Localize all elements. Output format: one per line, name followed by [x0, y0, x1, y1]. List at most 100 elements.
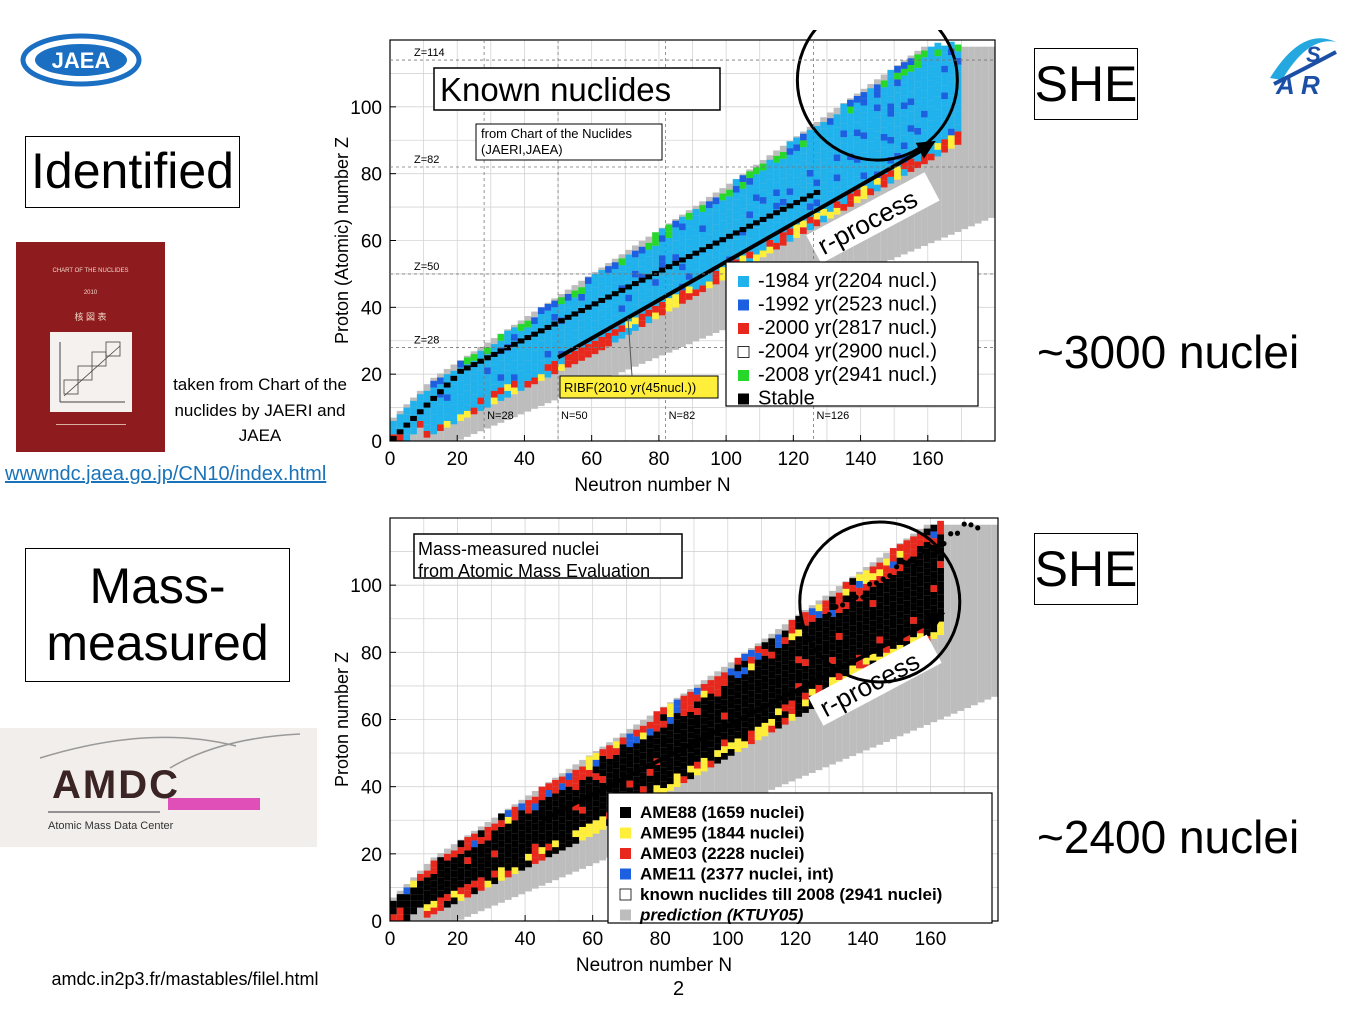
nuclide-cell — [930, 524, 938, 532]
nuclide-cell — [524, 367, 532, 375]
nuclide-cell — [714, 716, 722, 724]
nuclide-cell — [775, 634, 782, 642]
y-tick-label: 60 — [361, 711, 382, 732]
nuclide-cell — [531, 796, 539, 804]
nuclide-cell — [464, 863, 472, 871]
nuclide-cell — [491, 863, 499, 871]
nuclide-cell — [880, 120, 888, 128]
nuclide-cell — [889, 574, 897, 582]
nuclide-cell — [665, 224, 673, 232]
nuclide-cell — [699, 225, 706, 232]
nuclide-cell — [585, 810, 593, 817]
nuclide-cell — [867, 135, 874, 142]
nuclide-cell — [800, 167, 807, 174]
nuclide-cell — [484, 387, 491, 395]
nuclide-cell — [707, 720, 715, 728]
nuclide-cell — [477, 857, 485, 864]
nuclide-cell — [705, 214, 713, 222]
nuclide-cell — [564, 360, 572, 368]
stable-nuclide — [652, 270, 659, 276]
nuclide-cell — [511, 853, 519, 861]
nuclide-cell — [732, 192, 740, 200]
nuclide-cell — [800, 227, 807, 234]
nuclide-cell — [947, 68, 955, 76]
nuclide-cell — [800, 153, 807, 161]
nuclide-cell — [518, 803, 526, 811]
nuclide-cell — [768, 685, 776, 693]
nuclide-cell — [847, 160, 854, 167]
nuclide-cell — [707, 760, 715, 768]
nuclide-cell — [477, 384, 485, 391]
nuclide-cell — [860, 138, 868, 146]
nuclide-cell — [544, 350, 552, 358]
nuclide-cell — [579, 779, 586, 787]
nuclide-cell — [591, 327, 599, 335]
nuclide-cell — [734, 698, 742, 705]
known-nuclide-point — [826, 611, 832, 618]
stable-nuclide — [463, 365, 471, 371]
nuclide-cell — [552, 847, 559, 854]
nuclide-cell — [531, 337, 538, 345]
stable-nuclide — [551, 321, 559, 327]
nuclide-cell — [876, 636, 884, 644]
nuclide-cell — [579, 800, 586, 807]
nuclide-cell — [390, 427, 397, 435]
nuclide-cell — [531, 350, 538, 358]
nuclide-cell — [802, 672, 809, 680]
nuclide-cell — [639, 732, 647, 740]
nuclide-cell — [592, 779, 600, 787]
stable-nuclide — [416, 409, 424, 415]
legend-label: prediction (KTUY05) — [639, 906, 804, 925]
nuclide-cell — [910, 637, 917, 644]
y-tick-label: 100 — [350, 98, 382, 119]
stable-nuclide — [726, 233, 733, 239]
nuclide-cell — [883, 565, 890, 573]
nuclide-cell — [896, 618, 904, 625]
nuclide-cell — [867, 114, 874, 122]
nuclide-cell — [565, 800, 573, 807]
nuclide-cell — [930, 551, 938, 559]
nuclide-cell — [672, 267, 680, 275]
nuclide-cell — [732, 245, 740, 253]
nuclide-cell — [779, 185, 787, 193]
nuclide-cell — [511, 360, 518, 368]
nuclide-cell — [829, 657, 836, 664]
nuclide-cell — [410, 880, 418, 888]
nuclide-cell — [874, 97, 881, 105]
nuclide-cell — [869, 600, 877, 607]
nuclide-cell — [930, 571, 938, 579]
nuclide-cell — [727, 668, 735, 676]
legend-swatch — [738, 323, 749, 334]
nuclide-cell — [835, 646, 843, 654]
nuclide-cell — [477, 397, 485, 405]
nuclide-cell — [914, 134, 922, 142]
nuclide-cell — [788, 707, 796, 714]
nuclide-cell — [826, 178, 834, 186]
jaea-source-link[interactable]: wwwndc.jaea.go.jp/CN10/index.html — [5, 463, 327, 485]
nuclide-cell — [685, 233, 693, 240]
nuclide-cell — [775, 674, 782, 682]
nuclide-cell — [599, 809, 607, 817]
nuclide-cell — [712, 210, 720, 218]
stable-nuclide — [773, 210, 780, 216]
nuclide-cell — [605, 266, 612, 273]
nuclide-cell — [806, 223, 814, 231]
nuclide-cell — [687, 758, 694, 766]
nuclide-cell — [775, 715, 782, 722]
nuclide-cell — [504, 357, 511, 365]
nuclide-cell — [849, 618, 857, 626]
nuclide-cell — [700, 697, 708, 705]
known-nuclide-point — [833, 604, 839, 610]
magic-n-label: N=50 — [561, 410, 588, 422]
nuclide-cell — [498, 833, 505, 841]
nuclide-cell — [739, 235, 747, 243]
nuclide-cell — [822, 681, 830, 688]
nuclei-count-bottom: ~2400 nuclei — [1037, 811, 1300, 863]
nuclide-cell — [856, 574, 863, 582]
nuclide-cell — [887, 130, 895, 137]
nuclide-cell — [842, 642, 850, 650]
nuclide-cell — [591, 287, 599, 294]
nuclide-cell — [847, 106, 854, 114]
nuclide-cell — [815, 684, 823, 692]
nuclide-cell — [558, 344, 565, 351]
